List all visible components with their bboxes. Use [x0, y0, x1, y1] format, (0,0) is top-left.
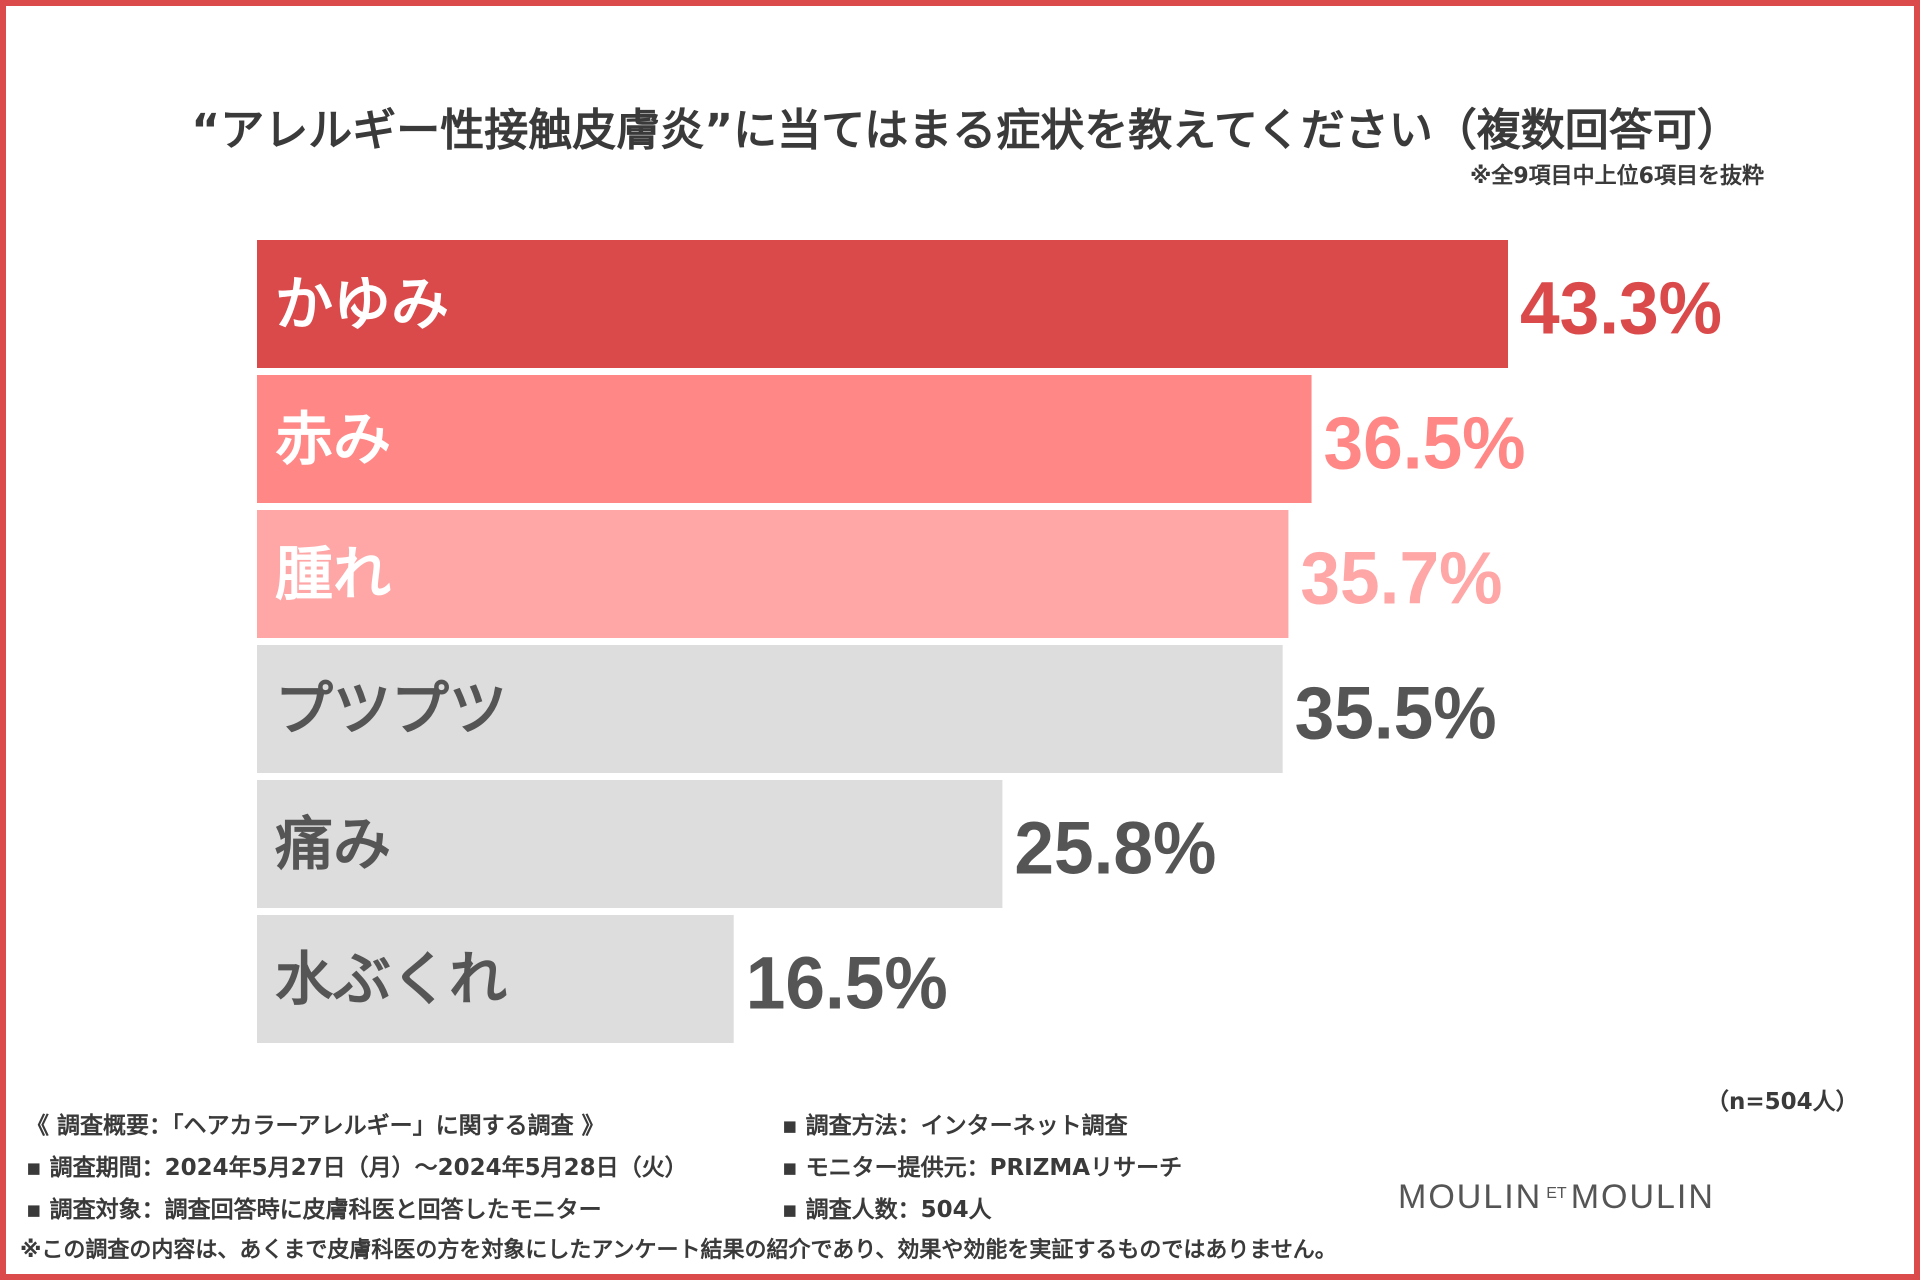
survey-method: ▪ 調査方法：インターネット調査	[782, 1113, 1128, 1139]
survey-target: ▪ 調査対象：調査回答時に皮膚科医と回答したモニター	[26, 1197, 602, 1223]
survey-overview: 《 調査概要：「ヘアカラーアレルギー」に関する調査 》	[26, 1113, 605, 1139]
bar-category-label: 赤み	[275, 405, 391, 473]
survey-period: ▪ 調査期間：2024年5月27日（月）～2024年5月28日（火）	[26, 1155, 688, 1181]
bar-category-label: プツプツ	[275, 675, 507, 743]
bar-value-label: 36.5%	[1324, 402, 1526, 485]
bar-value-label: 16.5%	[746, 942, 948, 1025]
bar-value-label: 35.7%	[1300, 537, 1502, 620]
brand-logo: MOULIN ET MOULIN	[1398, 1178, 1715, 1217]
survey-count: ▪ 調査人数：504人	[782, 1197, 992, 1223]
bar-value-label: 25.8%	[1014, 807, 1216, 890]
bar-6	[257, 915, 734, 1043]
bar-category-label: 腫れ	[275, 540, 391, 608]
bar-category-label: かゆみ	[275, 270, 449, 338]
bar-category-label: 痛み	[275, 810, 391, 878]
chart-subtitle: ※全9項目中上位6項目を抜粋	[1469, 164, 1764, 189]
bar-2	[257, 375, 1312, 503]
sample-size-note: （n=504人）	[1706, 1089, 1859, 1115]
logo-et: ET	[1546, 1185, 1567, 1202]
bar-4	[257, 645, 1283, 773]
bar-value-label: 43.3%	[1520, 267, 1722, 350]
bar-3	[257, 510, 1289, 638]
logo-word-left: MOULIN	[1398, 1178, 1543, 1216]
logo-word-right: MOULIN	[1570, 1178, 1715, 1216]
bar-5	[257, 780, 1003, 908]
survey-provider: ▪ モニター提供元：PRIZMAリサーチ	[782, 1155, 1183, 1181]
bar-1	[257, 240, 1508, 368]
disclaimer: ※この調査の内容は、あくまで皮膚科医の方を対象にしたアンケート結果の紹介であり、…	[20, 1238, 1337, 1263]
chart-title: “アレルギー性接触皮膚炎”に当てはまる症状を教えてください（複数回答可）	[191, 105, 1741, 156]
bar-chart: かゆみ 43.3% 赤み 36.5% 腫れ 35.7% プツプツ 35.5% 痛み 25.8% 水ぶ…	[257, 240, 1722, 1043]
bar-category-label: 水ぶくれ	[275, 945, 507, 1013]
bar-value-label: 35.5%	[1295, 672, 1497, 755]
